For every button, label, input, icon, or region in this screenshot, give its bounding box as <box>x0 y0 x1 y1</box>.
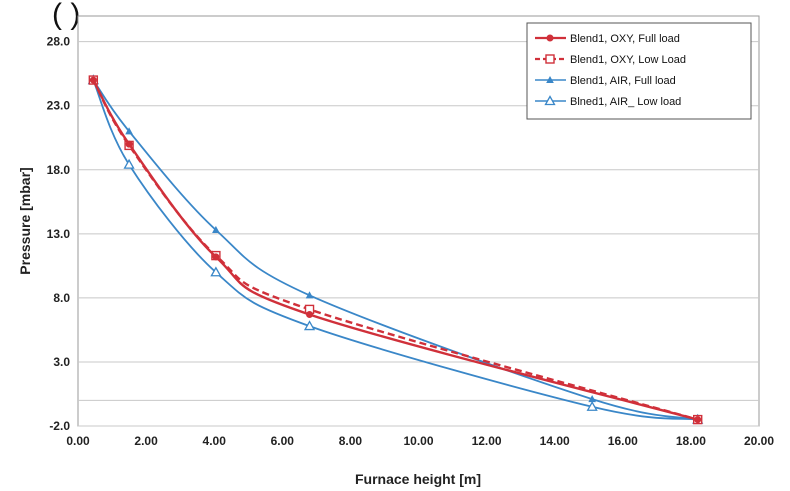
legend-marker-2 <box>546 75 554 83</box>
legend-item-3: Blned1, AIR_ Low load <box>535 95 681 108</box>
series-0-point-4 <box>694 416 702 424</box>
series-3-point-3 <box>303 320 316 331</box>
series-2-point-3 <box>305 291 314 299</box>
series-layer <box>87 74 704 425</box>
x-tick-label: 8.00 <box>339 434 363 448</box>
legend-marker-3 <box>544 95 556 106</box>
legend-marker-0 <box>546 34 554 42</box>
x-axis-title: Furnace height [m] <box>355 471 481 487</box>
x-axis-ticks: 0.00 2.00 4.00 6.00 8.00 10.00 12.00 14.00 16.00… <box>66 434 774 448</box>
legend-label-3: Blned1, AIR_ Low load <box>570 96 681 108</box>
x-tick-label: 20.00 <box>744 434 774 448</box>
y-tick-label: -2.0 <box>49 419 70 433</box>
series-3-point-4 <box>586 400 598 411</box>
series-0-point-3 <box>306 311 314 319</box>
x-tick-label: 2.00 <box>134 434 158 448</box>
series-line-2 <box>92 79 698 421</box>
clipped-header-text: ( ) <box>52 0 80 31</box>
y-tick-label: 23.0 <box>47 99 71 113</box>
y-axis-title: Pressure [mbar] <box>17 167 33 274</box>
series-line-1 <box>92 79 699 421</box>
x-tick-label: 0.00 <box>66 434 90 448</box>
series-2-point-4 <box>588 395 596 403</box>
legend-item-0: Blend1, OXY, Full load <box>535 33 680 45</box>
legend-item-1: Blend1, OXY, Low Load <box>535 54 686 66</box>
y-tick-label: 3.0 <box>53 355 70 369</box>
series-0-point-2 <box>212 253 220 261</box>
y-tick-label: 28.0 <box>47 35 71 49</box>
legend-label-0: Blend1, OXY, Full load <box>570 33 680 45</box>
x-tick-label: 4.00 <box>203 434 227 448</box>
x-tick-label: 6.00 <box>271 434 295 448</box>
series-3-point-1 <box>123 158 135 169</box>
series-0 <box>89 76 702 424</box>
series-2-point-1 <box>125 127 133 135</box>
y-axis-ticks: -2.0 3.0 8.0 13.0 18.0 23.0 28.0 <box>47 35 71 433</box>
x-tick-label: 12.00 <box>472 434 502 448</box>
series-0-point-0 <box>89 76 97 84</box>
series-0-point-1 <box>125 140 133 148</box>
y-tick-label: 18.0 <box>47 163 71 177</box>
y-tick-label: 13.0 <box>47 227 71 241</box>
legend-label-1: Blend1, OXY, Low Load <box>570 54 686 66</box>
legend-label-2: Blend1, AIR, Full load <box>570 75 676 87</box>
x-tick-label: 10.00 <box>403 434 433 448</box>
series-3-point-2 <box>210 266 222 277</box>
legend-item-2: Blend1, AIR, Full load <box>535 75 676 87</box>
y-tick-label: 8.0 <box>53 291 70 305</box>
x-tick-label: 16.00 <box>608 434 638 448</box>
legend: Blend1, OXY, Full load Blend1, OXY, Low L… <box>526 22 752 120</box>
series-2-point-2 <box>212 225 220 233</box>
x-tick-label: 14.00 <box>540 434 570 448</box>
legend-marker-1 <box>545 54 555 64</box>
x-tick-label: 18.00 <box>676 434 706 448</box>
